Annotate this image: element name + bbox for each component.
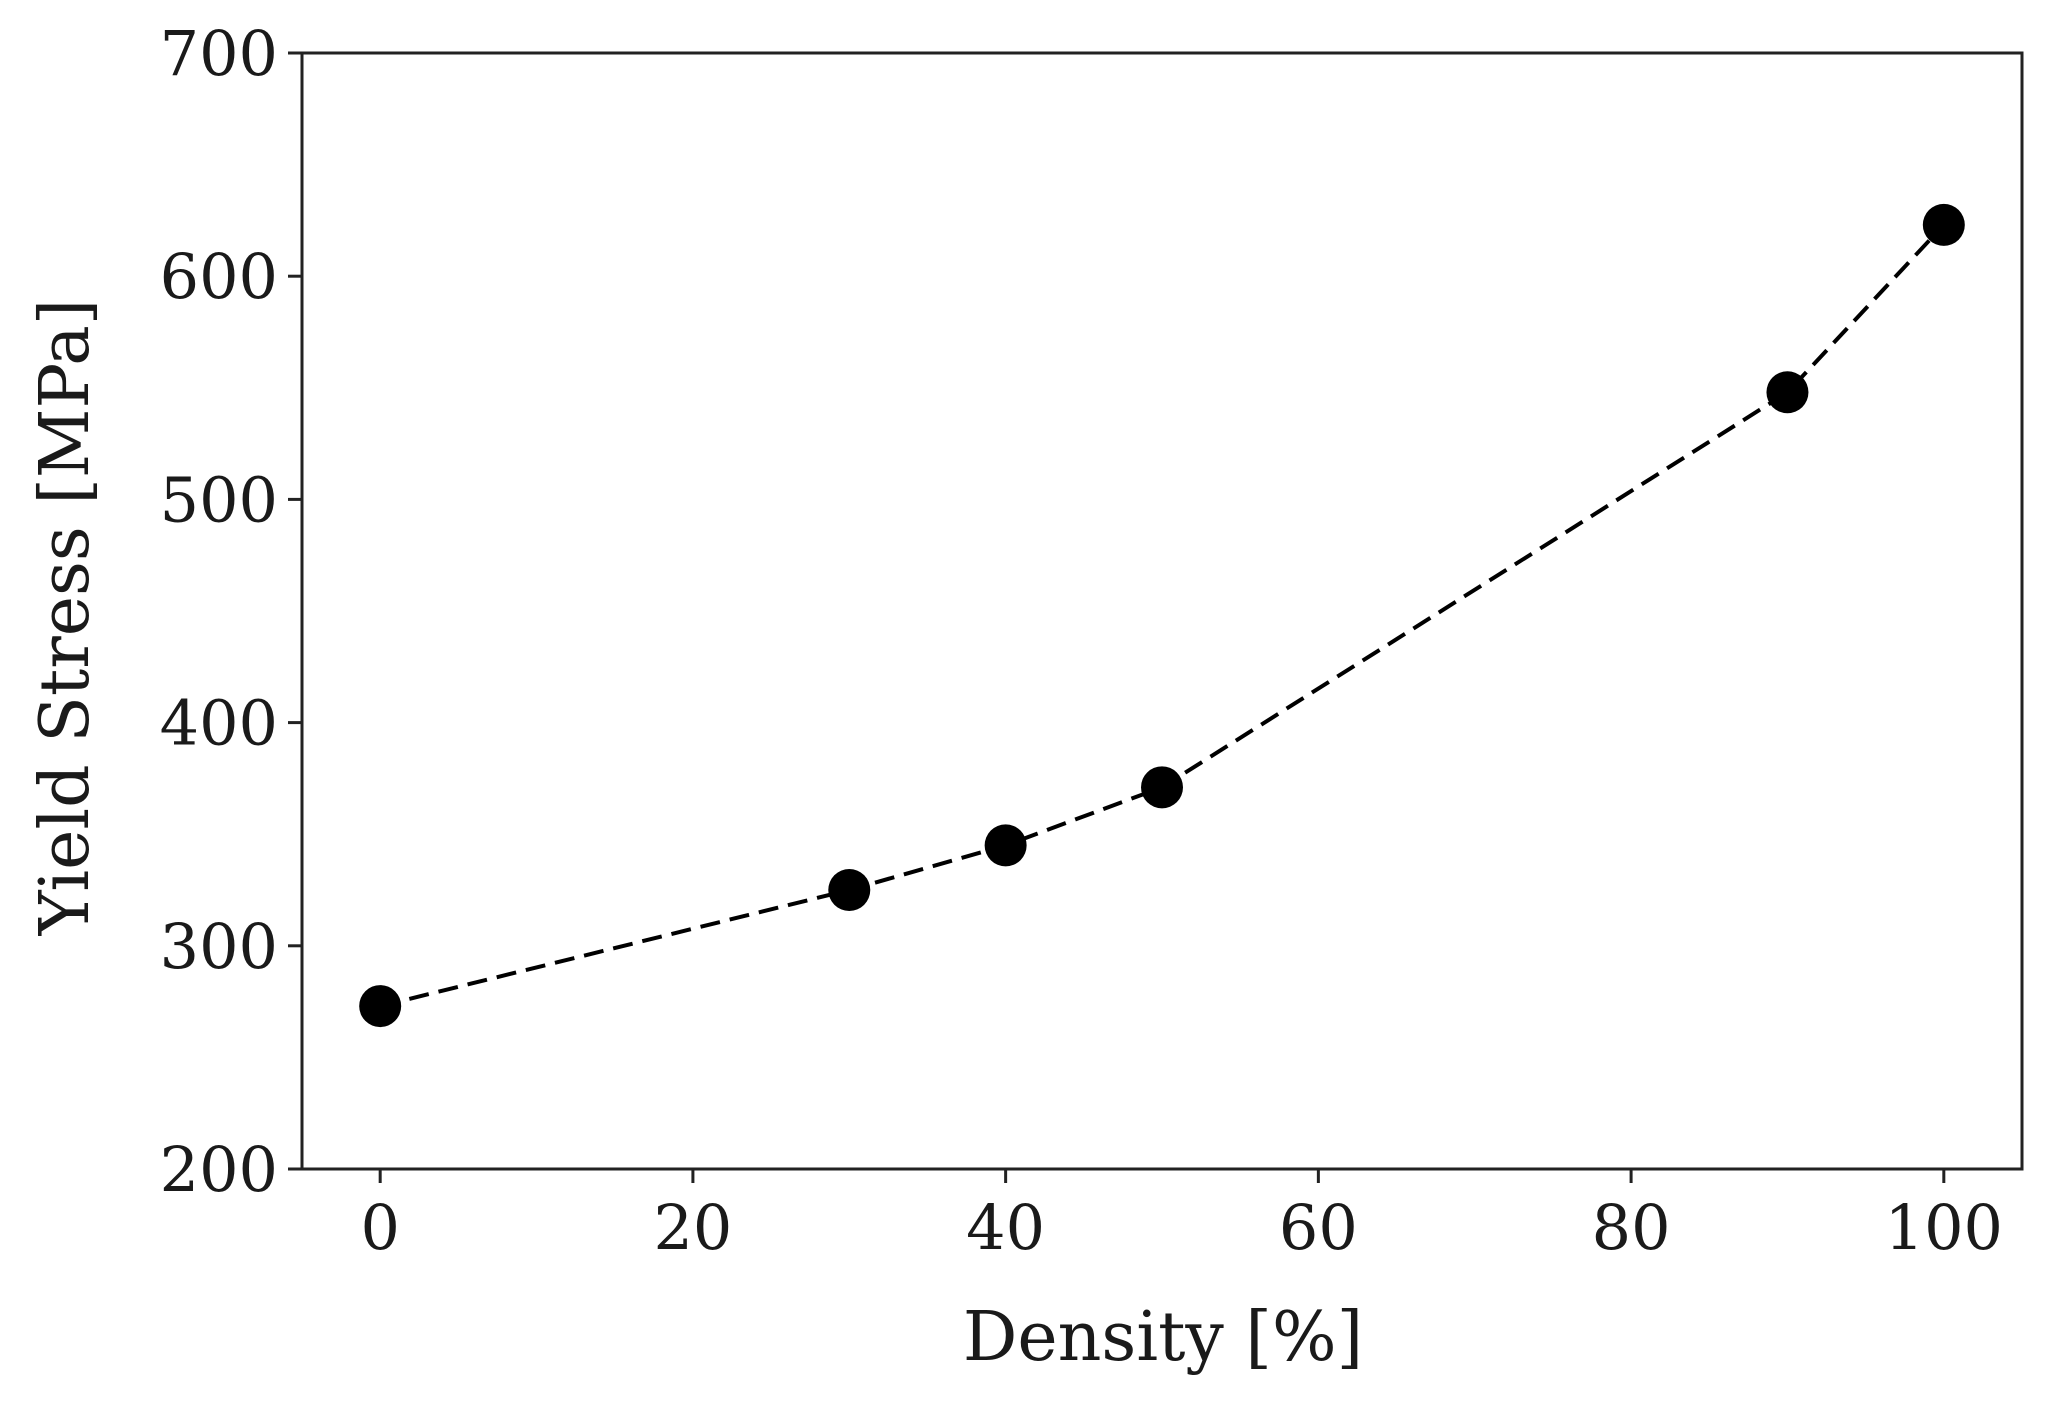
data-point — [1922, 203, 1965, 246]
y-tick-label: 700 — [160, 17, 278, 90]
x-tick-label: 80 — [1592, 1191, 1671, 1264]
y-axis-label: Yield Stress [MPa] — [26, 299, 105, 937]
x-tick-label: 100 — [1885, 1191, 2003, 1264]
x-tick-label: 60 — [1279, 1191, 1358, 1264]
data-point — [1141, 766, 1183, 809]
y-tick-label: 500 — [160, 463, 278, 536]
data-point — [984, 824, 1027, 867]
y-tick-label: 600 — [160, 240, 278, 313]
axes-layer: 0 20 40 60 80 100 200 300 400 500 600 700 — [160, 17, 2024, 1264]
data-point — [1766, 371, 1809, 414]
y-tick-label: 400 — [160, 687, 278, 760]
plot-layer — [359, 203, 1965, 1028]
y-tick-label: 300 — [160, 910, 278, 983]
data-point — [359, 985, 402, 1028]
x-axis-label: Density [%] — [963, 1298, 1363, 1377]
plot-frame — [300, 51, 2024, 1171]
data-point — [828, 869, 871, 911]
x-tick-label: 0 — [360, 1191, 399, 1264]
y-tick-label: 200 — [160, 1133, 278, 1206]
series-line — [379, 223, 1946, 1009]
x-tick-label: 20 — [653, 1191, 732, 1264]
x-tick-label: 40 — [966, 1191, 1045, 1264]
